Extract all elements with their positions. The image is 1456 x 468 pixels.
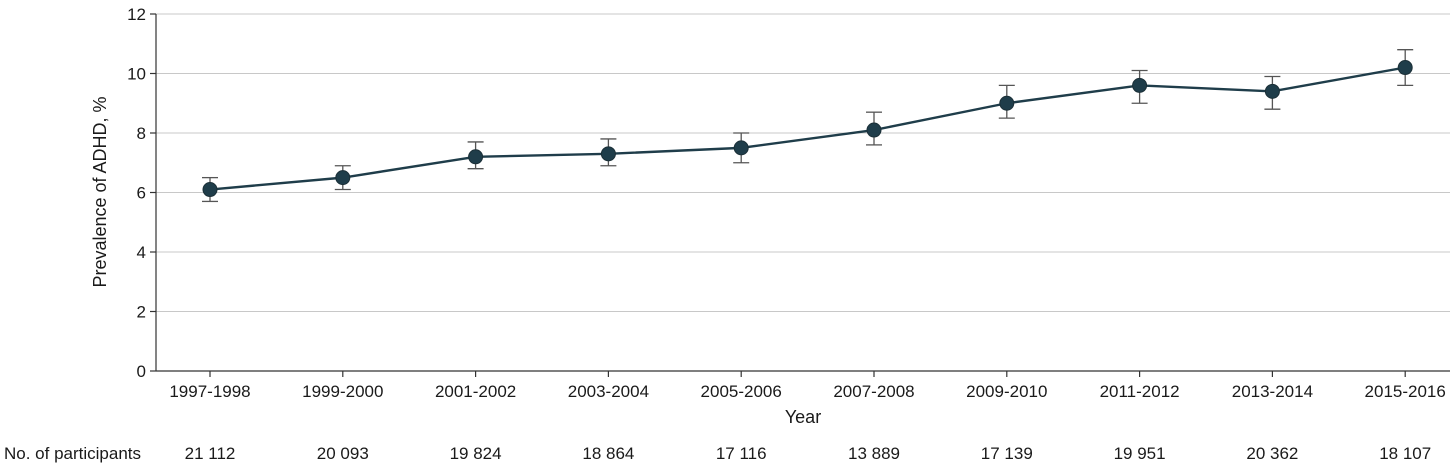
tick-labels: 0 2 4 6 8 10 12 1997-1998 21 112 1999-2000 20 093 2… [127,5,1446,463]
participant-count: 17 116 [716,444,767,463]
x-tick-label: 2007-2008 [833,382,914,401]
x-tick-label: 2015-2016 [1365,382,1446,401]
axes [150,13,1450,377]
series-lines [209,66,1406,191]
y-tick-label: 0 [137,362,146,381]
y-tick-label: 4 [137,243,146,262]
x-axis-title: Year [785,407,821,427]
participant-count: 20 093 [317,444,369,463]
data-points [202,60,1413,198]
participants-label: No. of participants [4,444,141,463]
y-tick-label: 2 [137,303,146,322]
participant-count: 18 864 [582,444,634,463]
x-tick-label: 2001-2002 [435,382,516,401]
participant-count: 19 951 [1114,444,1166,463]
data-point [999,95,1015,111]
participant-count: 18 107 [1379,444,1431,463]
series-line [209,66,1406,191]
error-bars [202,49,1414,203]
participant-count: 20 362 [1246,444,1298,463]
participant-count: 21 112 [185,444,236,463]
x-tick-label: 1997-1998 [169,382,250,401]
x-tick-label: 2013-2014 [1232,382,1313,401]
x-tick-label: 2011-2012 [1100,382,1180,401]
x-tick-label: 2005-2006 [701,382,782,401]
data-point [866,122,882,138]
x-tick-label: 2003-2004 [568,382,649,401]
y-tick-label: 6 [137,184,146,203]
data-point [733,140,749,156]
x-tick-label: 2009-2010 [966,382,1047,401]
y-axis-title: Prevalence of ADHD, % [90,96,110,287]
participant-count: 17 139 [981,444,1033,463]
data-point [468,149,484,165]
x-tick-label: 1999-2000 [302,382,383,401]
data-point [1132,77,1148,93]
data-point [202,182,218,198]
y-tick-label: 8 [137,124,146,143]
participant-count: 13 889 [848,444,900,463]
y-tick-label: 10 [127,65,146,84]
data-point [335,170,351,186]
data-point [600,146,616,162]
data-point [1264,83,1280,99]
gridlines [156,13,1450,312]
y-tick-label: 12 [127,5,146,24]
data-point [1397,60,1413,76]
participant-count: 19 824 [450,444,502,463]
